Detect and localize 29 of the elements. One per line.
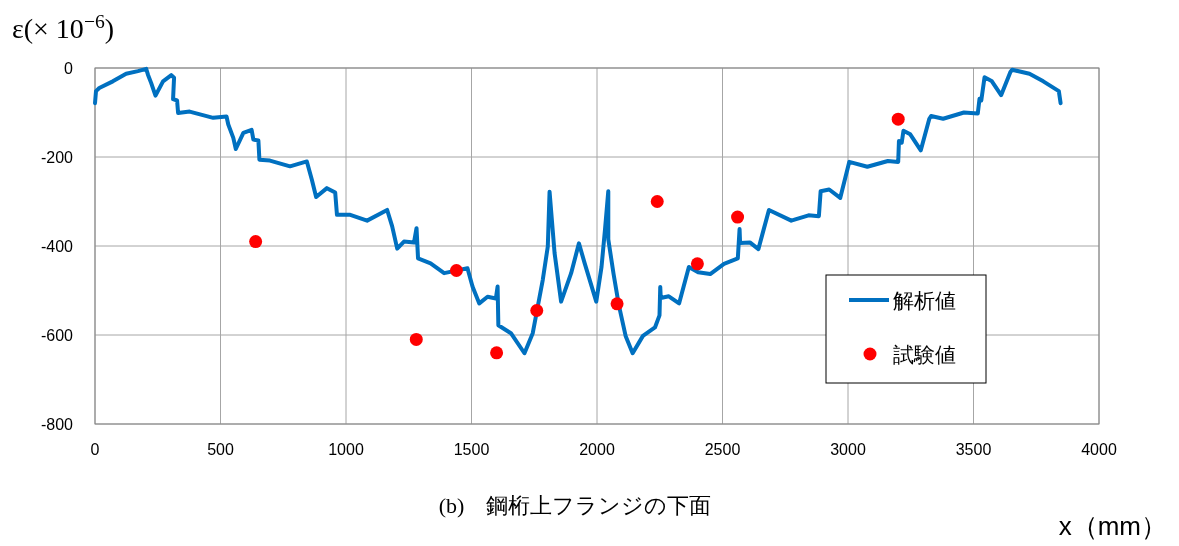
point [449,263,463,277]
x-tick-label: 4000 [1081,441,1117,458]
point [650,195,664,208]
legend-label: 解析値 [893,289,956,312]
y-tick-label: -800 [40,416,74,433]
point [690,257,704,271]
point [530,304,544,318]
y-tick-label: -400 [40,238,74,255]
point [610,297,624,311]
x-tick-label: 1000 [328,441,364,458]
x-tick-label: 2000 [579,441,615,458]
point [731,210,745,224]
point [490,346,504,360]
legend-label: 試験値 [893,343,956,366]
x-tick-label: 1500 [453,441,490,458]
x-tick-label: 2500 [704,441,741,458]
y-axis-title: ε(× 10$^{−6}$) [12,10,115,44]
x-tick-label: 0 [90,441,100,458]
x-tick-label: 3000 [830,441,866,458]
y-tick-label: -200 [40,149,74,166]
y-tick-label: 0 [64,60,74,77]
text: (b) 鋼桁上フランジの下面 [438,493,712,518]
x-tick-label: 3500 [955,441,992,458]
y-tick-label: -600 [40,327,74,344]
point [409,332,423,346]
point [891,112,905,126]
x-axis-title: x（mm） [1058,511,1167,541]
point [249,235,263,249]
x-tick-label: 500 [207,441,234,458]
